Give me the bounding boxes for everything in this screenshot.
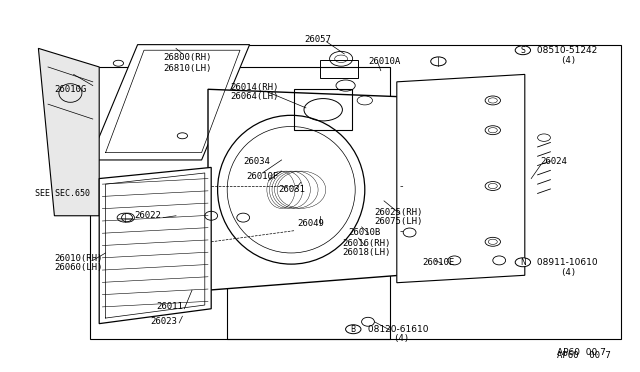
Text: 26016(RH): 26016(RH)	[342, 239, 391, 248]
Text: N: N	[520, 258, 525, 267]
Polygon shape	[208, 89, 400, 290]
Text: 26010(RH): 26010(RH)	[54, 254, 103, 263]
Bar	[320, 60, 358, 78]
Bar	[294, 89, 352, 130]
Text: 26075(LH): 26075(LH)	[374, 217, 423, 226]
Text: 26011: 26011	[157, 302, 184, 311]
Circle shape	[515, 46, 531, 55]
Polygon shape	[90, 45, 250, 160]
Text: 26025(RH): 26025(RH)	[374, 208, 423, 217]
Text: 26010F: 26010F	[246, 172, 278, 181]
Text: 26031: 26031	[278, 185, 305, 194]
Text: 26010A: 26010A	[368, 57, 400, 66]
Text: 26022: 26022	[134, 211, 161, 220]
Text: S: S	[520, 46, 525, 55]
Text: AP60  00 7: AP60 00 7	[557, 351, 611, 360]
Text: 26049: 26049	[298, 219, 324, 228]
Text: B: B	[351, 325, 356, 334]
Text: 26060(LH): 26060(LH)	[54, 263, 103, 272]
Text: AP60  00 7: AP60 00 7	[557, 348, 605, 357]
Text: 26014(RH): 26014(RH)	[230, 83, 279, 92]
Text: 26024: 26024	[541, 157, 568, 166]
Text: 08510-51242: 08510-51242	[534, 46, 598, 55]
Polygon shape	[99, 167, 211, 324]
Text: 26057: 26057	[304, 35, 331, 44]
Text: (4): (4)	[394, 334, 410, 343]
Text: 26010B: 26010B	[349, 228, 381, 237]
Text: (4): (4)	[560, 268, 576, 277]
Text: 26023: 26023	[150, 317, 177, 326]
Text: 26810(LH): 26810(LH)	[163, 64, 212, 73]
Bar	[227, 45, 621, 339]
Text: 26010G: 26010G	[54, 85, 86, 94]
Text: 08120-61610: 08120-61610	[365, 325, 428, 334]
Text: (4): (4)	[560, 56, 576, 65]
Text: 26064(LH): 26064(LH)	[230, 92, 279, 101]
Text: 26010E: 26010E	[422, 258, 454, 267]
Text: 26018(LH): 26018(LH)	[342, 248, 391, 257]
Circle shape	[515, 258, 531, 267]
Text: SEE SEC.650: SEE SEC.650	[35, 189, 90, 198]
Polygon shape	[397, 74, 525, 283]
Bar	[90, 67, 390, 339]
Text: 08911-10610: 08911-10610	[534, 258, 598, 267]
Circle shape	[346, 325, 361, 334]
Text: 26800(RH): 26800(RH)	[163, 53, 212, 62]
Polygon shape	[38, 48, 99, 216]
Text: 26034: 26034	[243, 157, 270, 166]
